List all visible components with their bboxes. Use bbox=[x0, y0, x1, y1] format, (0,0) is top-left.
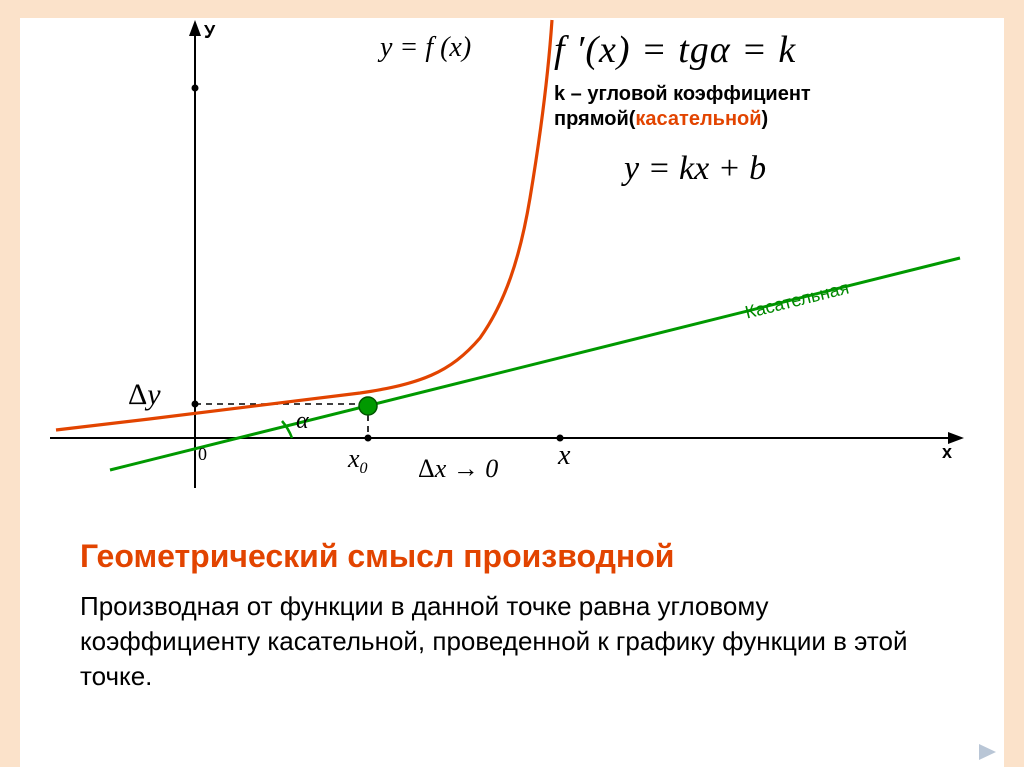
derivative-formula: f ′(x) = tgα = k bbox=[554, 28, 974, 72]
y-axis-label: У bbox=[204, 22, 215, 43]
right-formula-block: f ′(x) = tgα = k k – угловой коэффициент… bbox=[554, 28, 974, 188]
line-equation: y = kx + b bbox=[624, 150, 974, 188]
k-coefficient-text: k – угловой коэффициент прямой(касательн… bbox=[554, 82, 974, 132]
section-title: Геометрический смысл производной bbox=[80, 538, 950, 575]
delta-y-label: Δy bbox=[128, 378, 161, 412]
section-body: Производная от функции в данной точке ра… bbox=[80, 589, 950, 694]
main-panel: У х 0 y = f (x) Δy α x0 x Δx → 0 Касател… bbox=[20, 18, 1004, 767]
alpha-label: α bbox=[296, 408, 309, 435]
tangent-point bbox=[359, 397, 377, 415]
outer-frame: У х 0 y = f (x) Δy α x0 x Δx → 0 Касател… bbox=[0, 0, 1024, 767]
x0-label: x0 bbox=[348, 444, 368, 478]
delta-x-limit: Δx → 0 bbox=[418, 454, 498, 484]
next-nav-icon[interactable] bbox=[976, 741, 1000, 763]
dot bbox=[192, 85, 199, 92]
origin-label: 0 bbox=[198, 444, 207, 465]
function-curve bbox=[56, 20, 552, 430]
function-equation: y = f (x) bbox=[380, 32, 471, 64]
explanation-block: Геометрический смысл производной Произво… bbox=[80, 538, 950, 694]
x-point-label: x bbox=[558, 440, 570, 472]
x-axis-label: х bbox=[942, 442, 952, 463]
dot bbox=[192, 401, 199, 408]
dot bbox=[365, 435, 372, 442]
